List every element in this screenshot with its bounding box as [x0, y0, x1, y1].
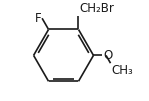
- Text: CH₂Br: CH₂Br: [79, 3, 114, 15]
- Text: O: O: [103, 49, 112, 62]
- Text: F: F: [34, 12, 41, 25]
- Text: CH₃: CH₃: [111, 64, 133, 77]
